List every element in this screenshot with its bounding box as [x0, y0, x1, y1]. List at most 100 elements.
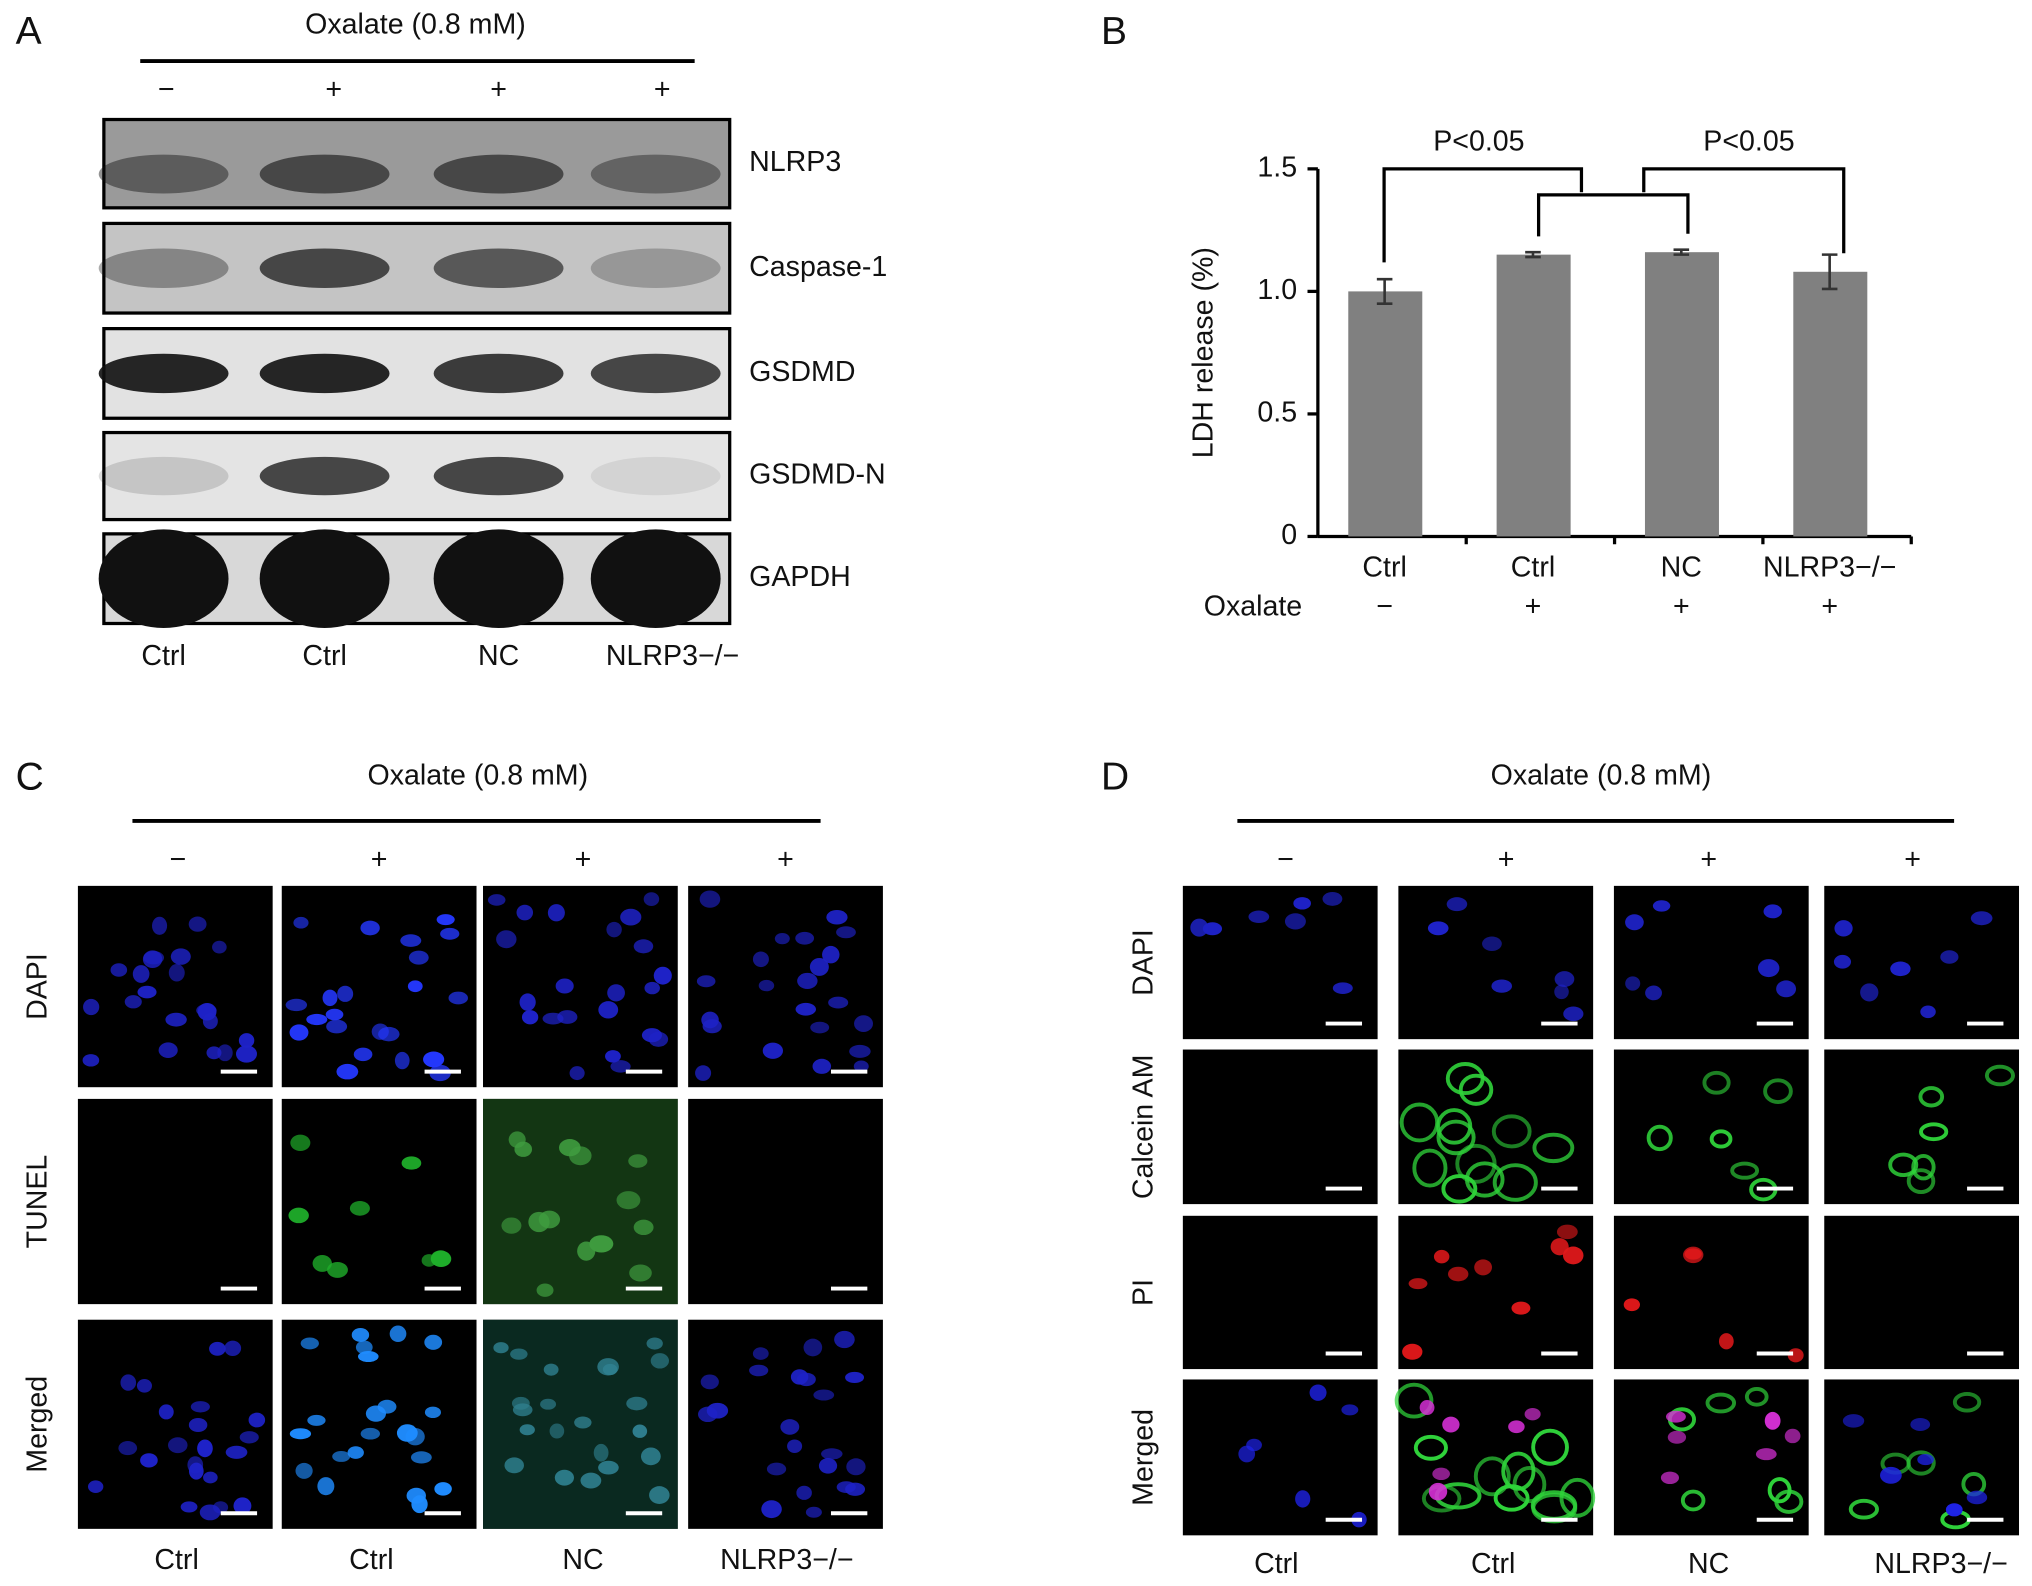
cell [421, 1254, 437, 1267]
cell [410, 1451, 432, 1464]
cell [501, 1217, 522, 1234]
cell [1940, 950, 1959, 964]
blot-band [98, 353, 229, 394]
treatment-sign: + [777, 844, 794, 876]
blot-band [433, 248, 564, 288]
cell [401, 1156, 422, 1170]
cell [1512, 1466, 1547, 1504]
cell [1906, 1450, 1936, 1476]
micrograph [1824, 1215, 2020, 1370]
cell [1890, 961, 1911, 977]
micrograph [1398, 1215, 1594, 1370]
stain-label: DAPI [1128, 929, 1160, 996]
group-label: NLRP3−/− [720, 1544, 853, 1576]
cell [519, 1424, 535, 1436]
treatment-sign: + [1904, 844, 1921, 876]
cell [238, 1033, 255, 1048]
cell [1776, 980, 1797, 998]
annotation: P<0.05 [1433, 125, 1524, 157]
cell [787, 1439, 803, 1453]
cell [1190, 918, 1209, 937]
treatment-sign: + [1498, 844, 1515, 876]
treatment-sign: + [371, 844, 388, 876]
y-axis-label: LDH release (%) [1187, 247, 1219, 458]
micrograph [77, 1098, 273, 1305]
panel-label: B [1101, 10, 1127, 53]
error-bar [1525, 250, 1541, 259]
cell [1491, 979, 1513, 993]
cell [1683, 1246, 1704, 1264]
cell [83, 998, 100, 1016]
cell [1784, 1428, 1801, 1444]
cell [1559, 1477, 1596, 1518]
treatment-sign: + [1525, 590, 1542, 622]
cell [496, 930, 517, 949]
micrograph [688, 885, 883, 1088]
cell [1532, 1132, 1575, 1164]
cell [1763, 904, 1782, 919]
cell [1402, 1343, 1423, 1360]
cell [812, 1058, 832, 1074]
cell [555, 978, 574, 994]
cell [1482, 936, 1502, 952]
cell [826, 909, 848, 925]
cell [519, 993, 536, 1011]
cell [1652, 900, 1671, 912]
cell [158, 1042, 178, 1058]
treatment-sign: + [490, 73, 507, 105]
treatment-label: Oxalate [1204, 590, 1302, 622]
cell [761, 1500, 782, 1519]
cell [569, 1066, 585, 1081]
cell [187, 1456, 204, 1474]
stain-label: Merged [1128, 1409, 1160, 1506]
cell [834, 1330, 855, 1349]
cell [1511, 1301, 1531, 1315]
panel-label: A [16, 10, 42, 53]
cell [440, 927, 460, 940]
cell [1322, 891, 1343, 906]
cell [504, 1457, 524, 1474]
cell [290, 1134, 311, 1152]
cell [577, 1241, 596, 1261]
cell [1625, 976, 1641, 991]
cell [365, 1405, 387, 1422]
cell [1919, 1122, 1949, 1142]
x-tick-label: Ctrl [1511, 551, 1555, 583]
cell [351, 1327, 370, 1342]
micrograph [1182, 1215, 1378, 1370]
cell [1293, 897, 1311, 910]
cell [1473, 1456, 1511, 1497]
cell [633, 1219, 654, 1236]
cell [752, 1347, 769, 1360]
cell [151, 916, 168, 935]
cell [132, 965, 150, 983]
cell [1918, 1086, 1945, 1108]
cell [616, 1191, 641, 1210]
blot-band [590, 248, 721, 288]
cell [602, 1363, 618, 1376]
cell [1458, 1073, 1494, 1106]
cell [846, 1458, 866, 1476]
cell [1491, 1114, 1532, 1149]
blot-band [433, 353, 564, 394]
cell [607, 984, 625, 1002]
cell [180, 1501, 198, 1513]
cell [845, 1482, 866, 1496]
treatment-sign: − [1277, 844, 1294, 876]
cell [538, 1210, 561, 1229]
cell [436, 914, 455, 926]
cell [1432, 1467, 1450, 1480]
blot-strip [102, 221, 732, 315]
cell [749, 1364, 769, 1377]
cell [1702, 1070, 1731, 1095]
cell [510, 1348, 528, 1360]
cell [1412, 1148, 1448, 1188]
cell [1524, 1407, 1541, 1421]
cell [317, 1477, 335, 1496]
cell [1455, 1143, 1497, 1184]
cell [197, 1439, 213, 1458]
cell [424, 1334, 443, 1350]
group-label: Ctrl [349, 1544, 393, 1576]
stain-label: PI [1128, 1279, 1160, 1306]
protein-label: GAPDH [749, 561, 851, 593]
